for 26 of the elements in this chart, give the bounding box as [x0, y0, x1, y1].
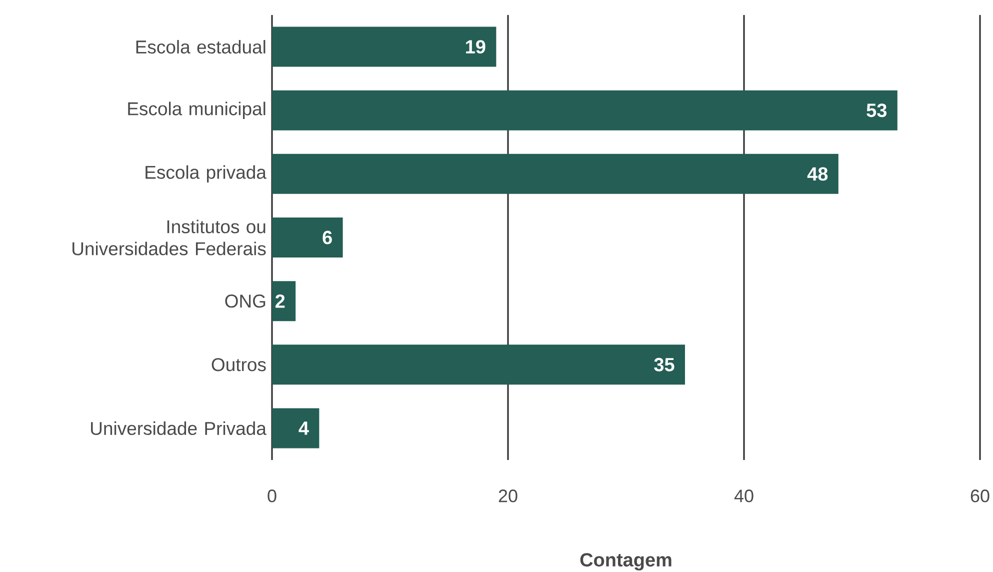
data-label: 4: [298, 422, 309, 435]
bar: [272, 218, 343, 258]
bar: [272, 408, 320, 448]
y-tick-label: Outros: [212, 358, 266, 372]
y-tick-label: Escola municipal: [128, 102, 266, 119]
x-axis-title: Contagem: [580, 553, 672, 570]
bar: [272, 26, 496, 67]
x-tick-label: 0: [268, 490, 276, 502]
bar: [272, 90, 898, 130]
data-label: 2: [275, 294, 285, 308]
bar: [272, 344, 685, 385]
x-tick-label: 20: [498, 490, 518, 502]
data-label: 19: [466, 40, 486, 54]
data-label: 53: [866, 104, 887, 118]
x-tick-label: 60: [970, 490, 990, 502]
y-tick-label: ONG: [225, 294, 266, 308]
y-tick-label: Institutos ou Universidades Federais: [72, 220, 266, 256]
data-label: 35: [654, 358, 674, 372]
x-tick-label: 40: [734, 490, 754, 502]
bar: [272, 281, 296, 322]
y-tick-label: Escola privada: [146, 165, 266, 183]
y-tick-label: Escola estadual: [136, 40, 266, 54]
y-tick-label: Universidade Privada: [91, 421, 266, 436]
bar: [272, 154, 838, 194]
data-label: 48: [807, 167, 828, 181]
data-label: 6: [322, 230, 332, 244]
